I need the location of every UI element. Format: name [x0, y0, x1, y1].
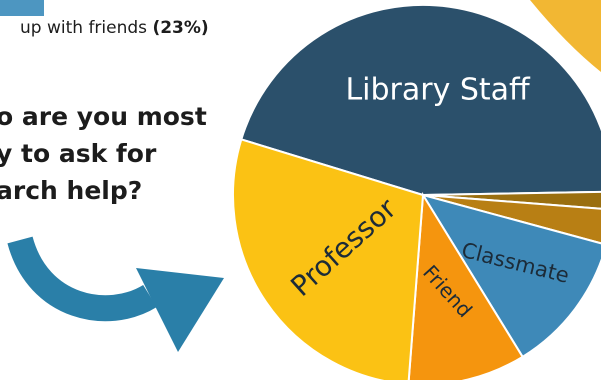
pie-slice-classmate [420, 193, 601, 359]
corner-accent [530, 0, 601, 72]
curved-arrow-icon [7, 236, 224, 352]
previous-bar-segment [0, 0, 44, 16]
previous-item-text: up with friends [20, 18, 153, 38]
pie-slice-library-staff [240, 3, 601, 197]
question-heading: o are you most y to ask for arch help? [0, 98, 207, 209]
curved-arrow-shaft [7, 236, 157, 322]
slice-label-library-staff: Library Staff [345, 73, 531, 108]
question-line-3: arch help? [0, 176, 143, 205]
previous-item-label: up with friends (23%) [20, 18, 209, 38]
previous-item-percent: (23%) [152, 18, 209, 38]
question-line-2: y to ask for [0, 139, 157, 168]
question-line-1: o are you most [0, 102, 207, 131]
curved-arrow-head [136, 268, 224, 352]
pie-slice-professor [231, 138, 425, 380]
